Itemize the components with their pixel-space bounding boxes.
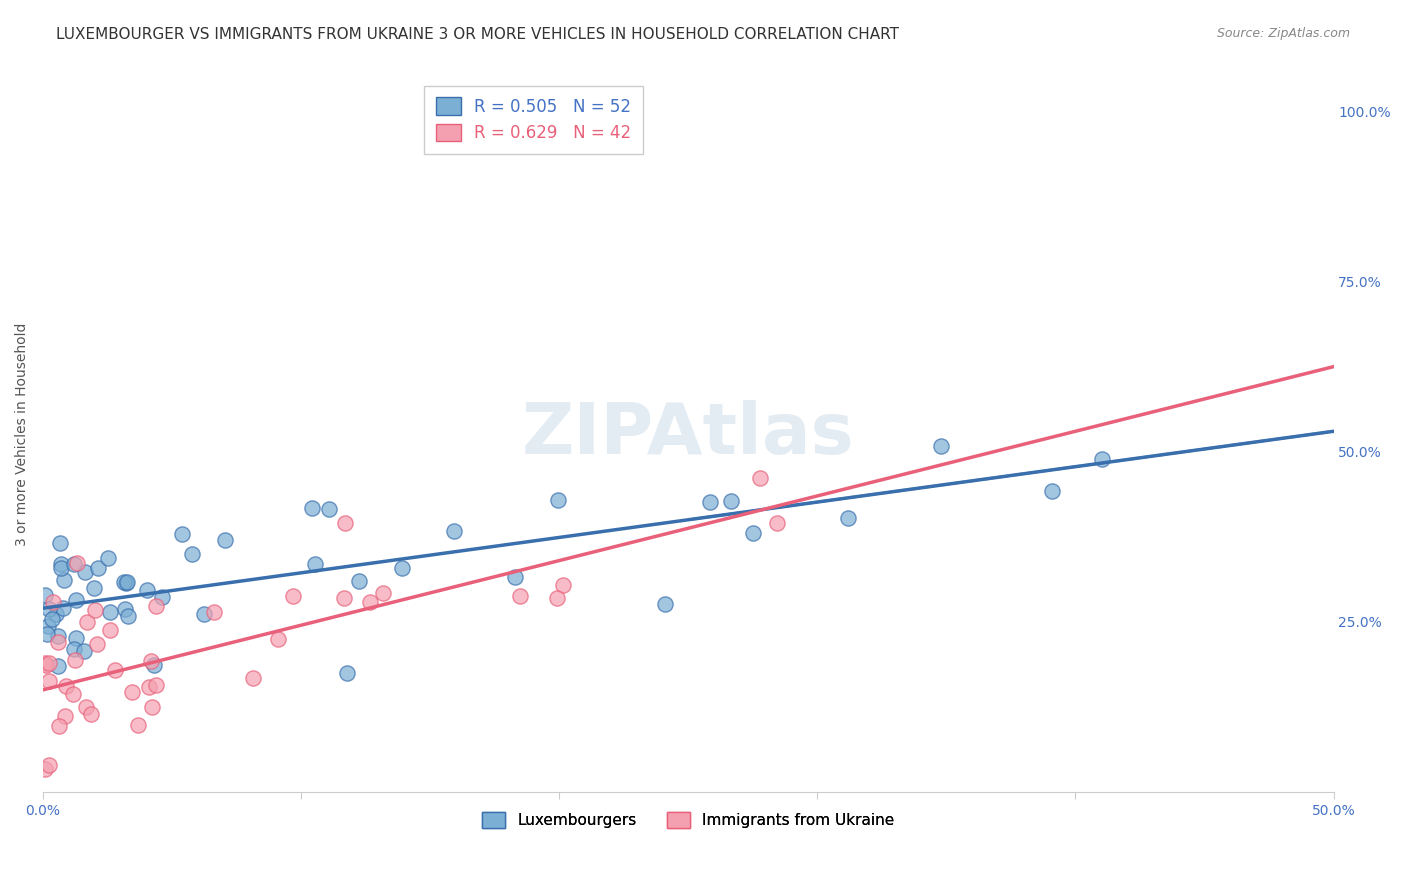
Point — [837, 511, 859, 525]
Point — [48, 719, 70, 733]
Point — [145, 599, 167, 614]
Point — [86, 637, 108, 651]
Point — [138, 681, 160, 695]
Point — [38, 656, 60, 670]
Point — [66, 556, 89, 570]
Point — [104, 664, 127, 678]
Point — [38, 674, 60, 689]
Point — [202, 605, 225, 619]
Y-axis label: 3 or more Vehicles in Household: 3 or more Vehicles in Household — [15, 323, 30, 547]
Point — [37, 627, 59, 641]
Point — [75, 566, 97, 580]
Point — [63, 642, 86, 657]
Point — [114, 602, 136, 616]
Point — [1091, 452, 1114, 467]
Point — [46, 628, 69, 642]
Text: Source: ZipAtlas.com: Source: ZipAtlas.com — [1216, 27, 1350, 40]
Point — [83, 581, 105, 595]
Point — [41, 612, 63, 626]
Point — [80, 706, 103, 721]
Point — [75, 700, 97, 714]
Point — [193, 607, 215, 621]
Point — [52, 601, 75, 615]
Point — [35, 658, 58, 673]
Point — [720, 493, 742, 508]
Point — [136, 583, 159, 598]
Point — [551, 578, 574, 592]
Point — [34, 588, 56, 602]
Point — [42, 594, 65, 608]
Point — [748, 471, 770, 485]
Point — [150, 590, 173, 604]
Point — [117, 609, 139, 624]
Point — [371, 586, 394, 600]
Point — [98, 623, 121, 637]
Point — [45, 607, 67, 621]
Point — [181, 547, 204, 561]
Point — [349, 574, 371, 588]
Point — [84, 603, 107, 617]
Point — [503, 569, 526, 583]
Point — [929, 438, 952, 452]
Point — [359, 595, 381, 609]
Point — [65, 593, 87, 607]
Point — [214, 533, 236, 548]
Point — [65, 631, 87, 645]
Point — [654, 597, 676, 611]
Point — [333, 516, 356, 530]
Point — [34, 762, 56, 776]
Point — [336, 666, 359, 681]
Point — [65, 653, 87, 667]
Point — [143, 657, 166, 672]
Point — [98, 605, 121, 619]
Point — [318, 501, 340, 516]
Point — [547, 493, 569, 508]
Point — [49, 536, 72, 550]
Point — [63, 557, 86, 571]
Point — [38, 602, 60, 616]
Point — [145, 678, 167, 692]
Point — [46, 659, 69, 673]
Point — [115, 575, 138, 590]
Point — [242, 671, 264, 685]
Point — [121, 685, 143, 699]
Point — [127, 718, 149, 732]
Point — [333, 591, 356, 605]
Text: ZIPAtlas: ZIPAtlas — [522, 401, 855, 469]
Point — [53, 574, 76, 588]
Point — [699, 495, 721, 509]
Point — [55, 679, 77, 693]
Point — [46, 634, 69, 648]
Point — [37, 619, 59, 633]
Point — [141, 654, 163, 668]
Point — [51, 560, 73, 574]
Point — [509, 589, 531, 603]
Point — [391, 561, 413, 575]
Point — [34, 657, 56, 671]
Point — [117, 574, 139, 589]
Point — [546, 591, 568, 605]
Point — [97, 551, 120, 566]
Point — [304, 557, 326, 571]
Point — [76, 615, 98, 629]
Point — [112, 575, 135, 590]
Point — [443, 524, 465, 538]
Point — [301, 500, 323, 515]
Point — [53, 708, 76, 723]
Point — [766, 516, 789, 530]
Point — [141, 700, 163, 714]
Point — [267, 632, 290, 646]
Point — [49, 557, 72, 571]
Point — [1040, 483, 1063, 498]
Text: LUXEMBOURGER VS IMMIGRANTS FROM UKRAINE 3 OR MORE VEHICLES IN HOUSEHOLD CORRELAT: LUXEMBOURGER VS IMMIGRANTS FROM UKRAINE … — [56, 27, 900, 42]
Point — [87, 560, 110, 574]
Point — [283, 589, 305, 603]
Point — [73, 644, 96, 658]
Point — [62, 687, 84, 701]
Point — [170, 526, 193, 541]
Point — [741, 525, 763, 540]
Point — [38, 758, 60, 772]
Legend: Luxembourgers, Immigrants from Ukraine: Luxembourgers, Immigrants from Ukraine — [475, 806, 900, 834]
